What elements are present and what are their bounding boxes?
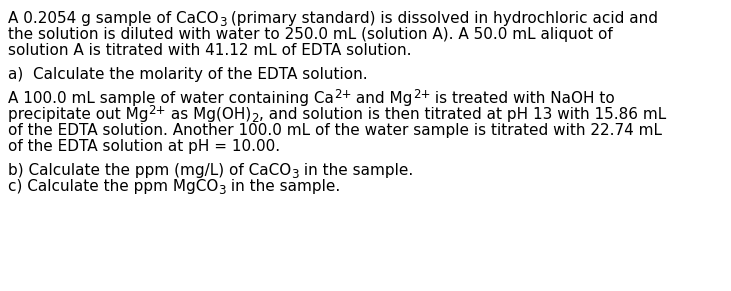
Text: precipitate out Mg: precipitate out Mg: [8, 107, 148, 122]
Text: as Mg(OH): as Mg(OH): [166, 107, 251, 122]
Text: solution A is titrated with 41.12 mL of EDTA solution.: solution A is titrated with 41.12 mL of …: [8, 43, 412, 58]
Text: of the EDTA solution. Another 100.0 mL of the water sample is titrated with 22.7: of the EDTA solution. Another 100.0 mL o…: [8, 123, 662, 138]
Text: in the sample.: in the sample.: [299, 163, 413, 178]
Text: is treated with NaOH to: is treated with NaOH to: [431, 91, 615, 106]
Text: 3: 3: [219, 15, 227, 29]
Text: 2: 2: [251, 111, 259, 125]
Text: 2+: 2+: [413, 88, 431, 102]
Text: in the sample.: in the sample.: [226, 179, 340, 194]
Text: 2+: 2+: [148, 104, 166, 118]
Text: of the EDTA solution at pH = 10.00.: of the EDTA solution at pH = 10.00.: [8, 139, 280, 154]
Text: c) Calculate the ppm MgCO: c) Calculate the ppm MgCO: [8, 179, 219, 194]
Text: A 100.0 mL sample of water containing Ca: A 100.0 mL sample of water containing Ca: [8, 91, 334, 106]
Text: (primary standard) is dissolved in hydrochloric acid and: (primary standard) is dissolved in hydro…: [227, 11, 658, 26]
Text: 3: 3: [291, 168, 299, 180]
Text: , and solution is then titrated at pH 13 with 15.86 mL: , and solution is then titrated at pH 13…: [259, 107, 666, 122]
Text: 3: 3: [219, 184, 226, 196]
Text: b) Calculate the ppm (mg/L) of CaCO: b) Calculate the ppm (mg/L) of CaCO: [8, 163, 291, 178]
Text: A 0.2054 g sample of CaCO: A 0.2054 g sample of CaCO: [8, 11, 219, 26]
Text: and Mg: and Mg: [352, 91, 413, 106]
Text: a)  Calculate the molarity of the EDTA solution.: a) Calculate the molarity of the EDTA so…: [8, 67, 368, 82]
Text: 2+: 2+: [334, 88, 352, 102]
Text: the solution is diluted with water to 250.0 mL (solution A). A 50.0 mL aliquot o: the solution is diluted with water to 25…: [8, 27, 613, 42]
